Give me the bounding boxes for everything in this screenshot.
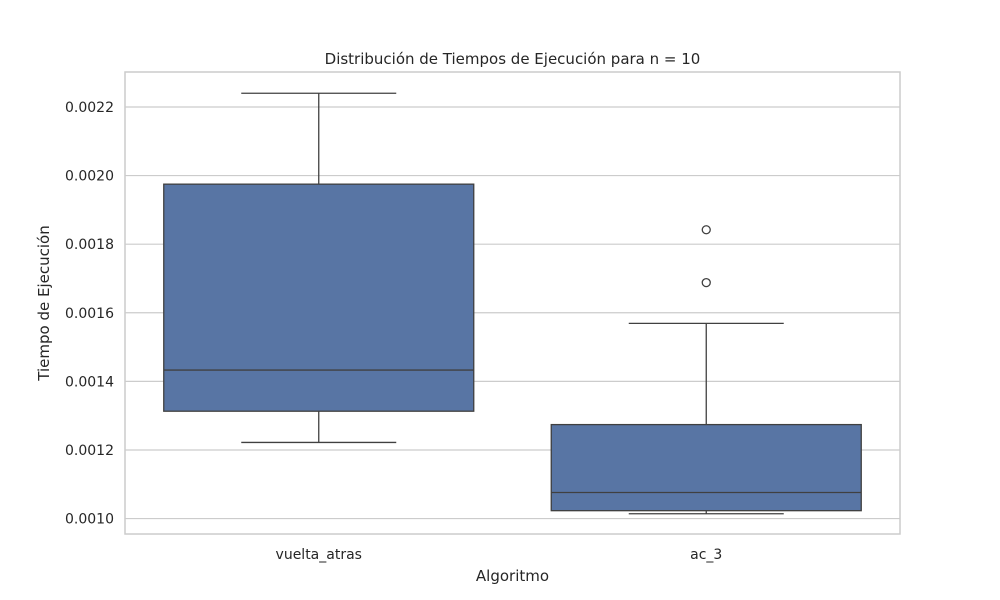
plot-frame [124, 71, 901, 535]
y-tick-label: 0.0012 [65, 443, 114, 459]
y-tick-label: 0.0010 [65, 512, 114, 528]
box-vuelta_atras [163, 92, 475, 444]
y-tick-label: 0.0016 [65, 306, 114, 322]
x-tick-labels: vuelta_atras ac_3 [276, 547, 723, 563]
outlier-point [701, 277, 711, 288]
box-ac_3 [550, 225, 862, 515]
y-tick-label: 0.0018 [65, 237, 114, 253]
chart-title: Distribución de Tiempos de Ejecución par… [325, 50, 701, 68]
y-tick-label: 0.0020 [65, 169, 114, 185]
y-tick-label: 0.0022 [65, 100, 114, 116]
y-tick-label: 0.0014 [65, 374, 114, 390]
box-series [163, 92, 862, 515]
iqr-box [163, 183, 475, 412]
y-axis-label: Tiempo de Ejecución [35, 225, 53, 381]
x-tick-label: ac_3 [690, 547, 722, 563]
y-tick-labels: 0.0010 0.0012 0.0014 0.0016 0.0018 0.0020 0.00… [65, 100, 114, 528]
iqr-box [550, 423, 862, 512]
x-tick-label: vuelta_atras [276, 547, 362, 563]
x-axis-label: Algoritmo [476, 567, 549, 585]
outlier-point [701, 225, 711, 235]
